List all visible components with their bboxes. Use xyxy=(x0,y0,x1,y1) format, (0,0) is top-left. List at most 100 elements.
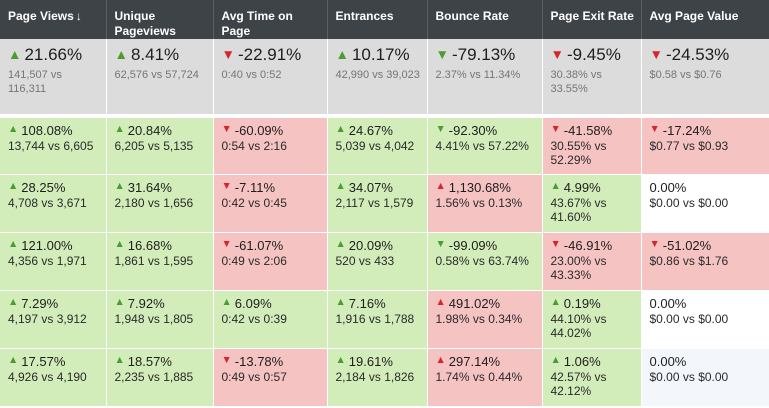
table-cell: ▲ 18.57% 2,235 vs 1,885 xyxy=(106,348,214,407)
triangle-up-icon: ▲ xyxy=(435,296,446,308)
triangle-up-icon: ▲ xyxy=(114,124,125,136)
comparison-values: 4,356 vs 1,971 xyxy=(8,253,87,268)
triangle-up-icon: ▲ xyxy=(335,238,346,250)
table-cell: ▼ -99.09% 0.58% vs 63.74% xyxy=(427,232,543,291)
change-percent: ▼ -7.11% xyxy=(222,180,323,195)
table-cell: ▲ 7.16% 1,916 vs 1,788 xyxy=(327,290,428,349)
comparison-values: 2,184 vs 1,826 xyxy=(335,369,415,384)
triangle-up-icon: ▲ xyxy=(435,180,446,192)
change-percent: ▼ -99.09% xyxy=(436,238,538,253)
change-percent: ▲ 491.02% xyxy=(436,296,538,311)
comparison-values: $0.00 vs $0.00 xyxy=(649,369,729,384)
summary-cell: ▼ -9.45% 30.38% vs 33.55% xyxy=(542,39,642,118)
triangle-up-icon: ▲ xyxy=(8,180,19,192)
triangle-down-icon: ▼ xyxy=(435,238,446,250)
comparison-values: 0:42 vs 0:39 xyxy=(221,311,287,326)
triangle-up-icon: ▲ xyxy=(335,354,346,366)
comparison-values: 0.58% vs 63.74% xyxy=(435,253,529,268)
change-percent: ▲ 1,130.68% xyxy=(436,180,538,195)
comparison-values: 2.37% vs 11.34% xyxy=(435,69,521,81)
table-row[interactable]: ▲ 108.08% 13,744 vs 6,605 ▲ 20.84% 6,205 vs 5… xyxy=(0,116,769,175)
table-row[interactable]: ▲ 17.57% 4,926 vs 4,190 ▲ 18.57% 2,235 vs 1,8… xyxy=(0,348,769,407)
comparison-values: 4,197 vs 3,912 xyxy=(8,311,87,326)
table-cell: ▼ -13.78% 0:49 vs 0:57 xyxy=(213,348,328,407)
change-value: 4.99% xyxy=(563,179,601,195)
comparison-values: 13,744 vs 6,605 xyxy=(8,139,94,153)
summary-cell: ▲ 10.17% 42,990 vs 39,023 xyxy=(327,39,428,118)
comparison-values: 1,861 vs 1,595 xyxy=(114,253,194,268)
change-percent: ▲ 121.00% xyxy=(8,238,102,253)
change-percent: ▲ 10.17% xyxy=(336,45,423,65)
change-percent: ▲ 7.92% xyxy=(115,296,209,311)
change-value: -24.53% xyxy=(665,45,730,64)
column-header-page-exit-rate[interactable]: Page Exit Rate xyxy=(542,0,642,39)
change-value: 34.07% xyxy=(348,179,393,195)
table-cell: ▲ 16.68% 1,861 vs 1,595 xyxy=(106,232,214,291)
change-percent: ▲ 20.84% xyxy=(115,123,209,138)
comparison-values: 62,576 vs 57,724 xyxy=(114,69,199,81)
comparison-values: 1.56% vs 0.13% xyxy=(435,195,523,210)
table-cell: ▼ -92.30% 4.41% vs 57.22% xyxy=(427,116,543,175)
column-header-page-views[interactable]: Page Views ↓ xyxy=(0,0,107,39)
change-value: 21.66% xyxy=(24,45,83,64)
table-cell: ▲ 19.61% 2,184 vs 1,826 xyxy=(327,348,428,407)
table-row[interactable]: ▲ 28.25% 4,708 vs 3,671 ▲ 31.64% 2,180 vs 1,6… xyxy=(0,174,769,233)
column-header-bounce-rate[interactable]: Bounce Rate xyxy=(427,0,543,39)
table-cell: ▲ 121.00% 4,356 vs 1,971 xyxy=(0,232,107,291)
comparison-values: 0:49 vs 2:06 xyxy=(221,253,287,268)
comparison-values: 141,507 vs 116,311 xyxy=(8,69,62,95)
change-percent: 0.00% xyxy=(650,296,766,311)
column-header-avg-time-on-page[interactable]: Avg Time on Page xyxy=(213,0,328,39)
comparison-values: 0:42 vs 0:45 xyxy=(221,195,287,210)
table-cell: ▲ 7.92% 1,948 vs 1,805 xyxy=(106,290,214,349)
change-value: 121.00% xyxy=(21,237,73,253)
change-percent: ▼ -9.45% xyxy=(551,45,637,65)
triangle-up-icon: ▲ xyxy=(8,238,19,250)
summary-cell: ▼ -79.13% 2.37% vs 11.34% xyxy=(427,39,543,118)
triangle-down-icon: ▼ xyxy=(550,238,561,250)
comparison-values: $0.86 vs $1.76 xyxy=(649,253,729,268)
change-percent: ▲ 7.16% xyxy=(336,296,423,311)
triangle-up-icon: ▲ xyxy=(550,180,561,192)
comparison-values: 4,926 vs 4,190 xyxy=(8,369,87,384)
triangle-up-icon: ▲ xyxy=(335,296,346,308)
table-cell: ▲ 108.08% 13,744 vs 6,605 xyxy=(0,116,107,175)
change-value: 7.16% xyxy=(348,295,386,311)
change-value: -60.09% xyxy=(234,123,284,138)
column-header-unique-pageviews[interactable]: Unique Pageviews xyxy=(106,0,214,39)
triangle-down-icon: ▼ xyxy=(221,180,232,192)
change-percent: ▲ 34.07% xyxy=(336,180,423,195)
table-row[interactable]: ▲ 7.29% 4,197 vs 3,912 ▲ 7.92% 1,948 vs 1,805… xyxy=(0,290,769,349)
table-row[interactable]: ▲ 121.00% 4,356 vs 1,971 ▲ 16.68% 1,861 vs 1,… xyxy=(0,232,769,291)
comparison-values: 4,708 vs 3,671 xyxy=(8,195,87,210)
change-value: 0.00% xyxy=(649,353,687,369)
triangle-up-icon: ▲ xyxy=(335,180,346,192)
change-value: -61.07% xyxy=(234,237,284,253)
table-cell: ▼ -61.07% 0:49 vs 2:06 xyxy=(213,232,328,291)
change-percent: ▼ -24.53% xyxy=(650,45,766,65)
triangle-down-icon: ▼ xyxy=(221,354,232,366)
comparison-values: 0:49 vs 0:57 xyxy=(221,369,287,384)
change-value: 17.57% xyxy=(21,353,66,369)
change-value: -9.45% xyxy=(566,45,621,64)
sort-descending-icon[interactable]: ↓ xyxy=(75,9,82,23)
triangle-down-icon: ▼ xyxy=(550,47,564,63)
change-value: 108.08% xyxy=(21,123,73,138)
comparison-values: 520 vs 433 xyxy=(335,253,395,268)
column-header-avg-page-value[interactable]: Avg Page Value xyxy=(641,0,769,39)
comparison-values: 42,990 vs 39,023 xyxy=(335,69,420,81)
change-percent: ▲ 0.19% xyxy=(551,296,637,311)
triangle-up-icon: ▲ xyxy=(8,47,22,63)
summary-row: ▲ 21.66% 141,507 vs 116,311 ▲ 8.41% 62,576 vs… xyxy=(0,39,769,118)
change-percent: ▲ 28.25% xyxy=(8,180,102,195)
table-cell: ▲ 297.14% 1.74% vs 0.44% xyxy=(427,348,543,407)
triangle-down-icon: ▼ xyxy=(221,47,235,63)
column-header-entrances[interactable]: Entrances xyxy=(327,0,428,39)
change-value: 19.61% xyxy=(348,353,393,369)
table-cell: ▲ 24.67% 5,039 vs 4,042 xyxy=(327,116,428,175)
table-cell: ▲ 28.25% 4,708 vs 3,671 xyxy=(0,174,107,233)
change-value: -13.78% xyxy=(234,353,284,369)
triangle-down-icon: ▼ xyxy=(435,124,446,136)
change-percent: ▲ 31.64% xyxy=(115,180,209,195)
change-percent: ▼ -51.02% xyxy=(650,238,766,253)
